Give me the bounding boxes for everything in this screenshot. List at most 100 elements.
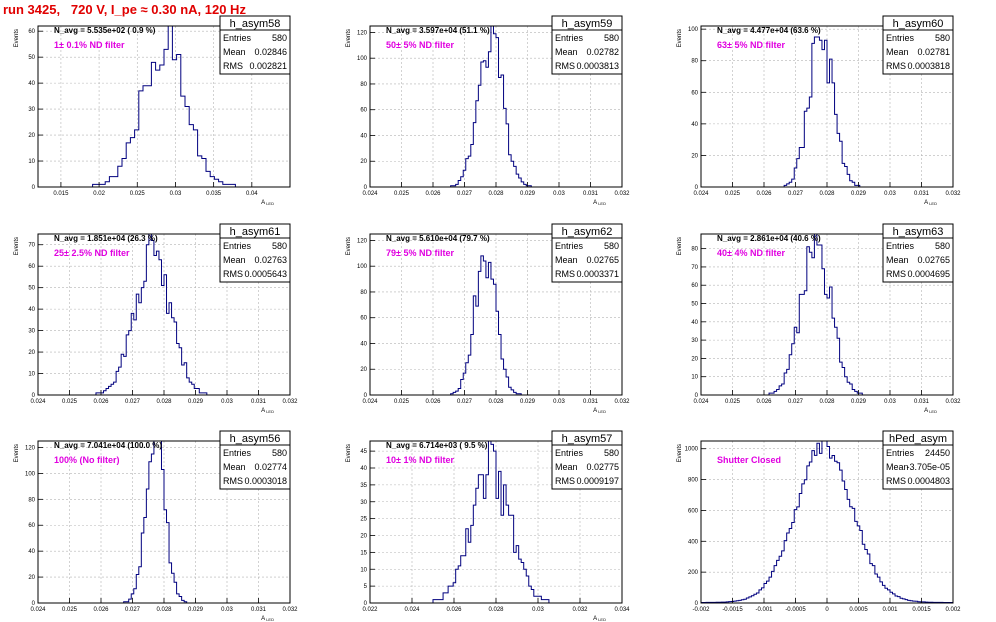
stats-box-frame — [219, 15, 291, 75]
stat-value: 0.0004803 — [907, 476, 950, 486]
navg-label: N_avg = 1.851e+04 (26.3 %) — [54, 234, 158, 243]
histogram-name: h_asym63 — [893, 226, 944, 238]
y-tick-label: 80 — [691, 247, 698, 253]
x-tick-label: 0.031 — [914, 399, 930, 405]
y-tick-label: 40 — [360, 466, 367, 472]
y-tick-label: 120 — [25, 445, 36, 451]
x-tick-label: 0.032 — [945, 399, 961, 405]
stat-value: 0.0004695 — [907, 269, 950, 279]
panel-h_asym57: 0.022 0.024 0.026 0.028 0.03 0.032 0.034 0 5 10 15… — [346, 430, 630, 622]
y-tick-label: 80 — [360, 290, 367, 296]
stats-box-frame — [551, 430, 623, 490]
stat-label: Entries — [223, 241, 252, 251]
stat-value: 0.02765 — [917, 255, 950, 265]
x-tick-label: 0.031 — [583, 399, 599, 405]
stats-box: h_asym62 Entries 580 Mean 0.02765 RMS 0.000337… — [551, 223, 623, 283]
x-tick-label: 0.029 — [520, 191, 536, 197]
y-tick-label: 50 — [28, 55, 35, 61]
stat-value: 580 — [604, 33, 619, 43]
y-tick-label: 100 — [688, 27, 699, 33]
y-tick-label: 40 — [360, 341, 367, 347]
y-tick-label: 20 — [691, 356, 698, 362]
stat-label: RMS — [555, 61, 575, 71]
stat-label: RMS — [223, 61, 243, 71]
x-tick-label: 0.028 — [156, 399, 172, 405]
stat-label: Entries — [886, 448, 915, 458]
stat-label: RMS — [886, 476, 906, 486]
navg-label: N_avg = 3.597e+04 (51.1 %) — [386, 26, 490, 35]
stat-label: RMS — [886, 61, 906, 71]
stat-value: 0.002821 — [249, 61, 287, 71]
stat-value: -3.705e-05 — [906, 462, 950, 472]
histogram-h_asym58 — [38, 25, 290, 188]
stat-value: 580 — [604, 241, 619, 251]
filter-annotation: 10± 1% ND filter — [386, 455, 454, 465]
y-tick-label: 600 — [688, 508, 699, 514]
y-tick-label: 60 — [691, 90, 698, 96]
y-tick-label: 0 — [695, 601, 699, 607]
y-axis-label: Events — [14, 444, 20, 462]
stat-value: 580 — [604, 448, 619, 458]
x-axis-label-subscript: LED — [265, 201, 274, 206]
stats-box: h_asym58 Entries 580 Mean 0.02846 RMS 0.002821 — [219, 15, 291, 75]
y-axis-label: Events — [677, 29, 683, 47]
y-tick-label: 200 — [688, 570, 699, 576]
x-tick-label: 0.032 — [282, 607, 298, 613]
y-tick-label: 60 — [28, 523, 35, 529]
stat-label: Entries — [555, 241, 584, 251]
x-axis-label: A LED — [924, 200, 937, 206]
x-tick-label: 0.03 — [221, 607, 233, 613]
y-tick-label: 0 — [364, 185, 368, 191]
x-tick-label: 0.025 — [130, 191, 146, 197]
stat-label: Entries — [555, 33, 584, 43]
x-tick-label: 0.035 — [206, 191, 222, 197]
y-tick-label: 0 — [364, 601, 368, 607]
x-tick-label: 0.04 — [246, 191, 258, 197]
stat-label: Mean — [555, 255, 578, 265]
x-tick-label: 0.034 — [614, 607, 630, 613]
navg-label: N_avg = 6.714e+03 ( 9.5 %) — [386, 441, 488, 450]
stat-value: 0.02781 — [917, 47, 950, 57]
y-tick-label: 30 — [360, 500, 367, 506]
y-tick-label: 20 — [360, 159, 367, 165]
x-tick-label: 0.026 — [756, 399, 772, 405]
y-tick-label: 40 — [28, 81, 35, 87]
run-title: run 3425, 720 V, I_pe ≈ 0.30 nA, 120 Hz — [3, 2, 246, 17]
plot-frame — [37, 25, 291, 188]
x-tick-label: 0.029 — [188, 607, 204, 613]
y-tick-label: 20 — [28, 575, 35, 581]
x-tick-label: 0.029 — [188, 399, 204, 405]
y-tick-label: 40 — [28, 549, 35, 555]
filter-annotation: 100% (No filter) — [54, 455, 120, 465]
x-tick-label: 0.025 — [725, 399, 741, 405]
histogram-name: h_asym59 — [562, 18, 613, 30]
y-tick-label: 20 — [360, 367, 367, 373]
stats-box: h_asym57 Entries 580 Mean 0.02775 RMS 0.000919… — [551, 430, 623, 490]
y-tick-label: 100 — [25, 471, 36, 477]
filter-annotation: 79± 5% ND filter — [386, 248, 454, 258]
y-tick-label: 0 — [32, 185, 36, 191]
histogram-name: h_asym58 — [230, 18, 281, 30]
y-tick-label: 0 — [695, 185, 699, 191]
x-axis-label: A LED — [261, 408, 274, 414]
x-axis-label-subscript: LED — [597, 201, 606, 206]
x-axis-label: A LED — [593, 408, 606, 414]
stat-label: Mean — [223, 47, 246, 57]
y-tick-label: 30 — [691, 338, 698, 344]
y-tick-label: 50 — [691, 302, 698, 308]
y-tick-label: 30 — [28, 107, 35, 113]
x-tick-label: 0.03 — [532, 607, 544, 613]
x-tick-label: 0.025 — [725, 191, 741, 197]
x-tick-label: 0.0005 — [849, 607, 868, 613]
x-axis-label: A LED — [924, 408, 937, 414]
x-tick-label: 0.027 — [788, 191, 804, 197]
stat-label: Mean — [886, 255, 909, 265]
x-tick-label: 0.032 — [945, 191, 961, 197]
panel-h_asym62: 0.024 0.025 0.026 0.027 0.028 0.029 0.03 0.031 0… — [346, 223, 630, 414]
stat-label: Mean — [886, 47, 909, 57]
x-tick-label: 0.024 — [693, 399, 709, 405]
x-tick-label: 0.032 — [282, 399, 298, 405]
x-tick-label: 0.0015 — [912, 607, 931, 613]
y-tick-label: 0 — [32, 393, 36, 399]
